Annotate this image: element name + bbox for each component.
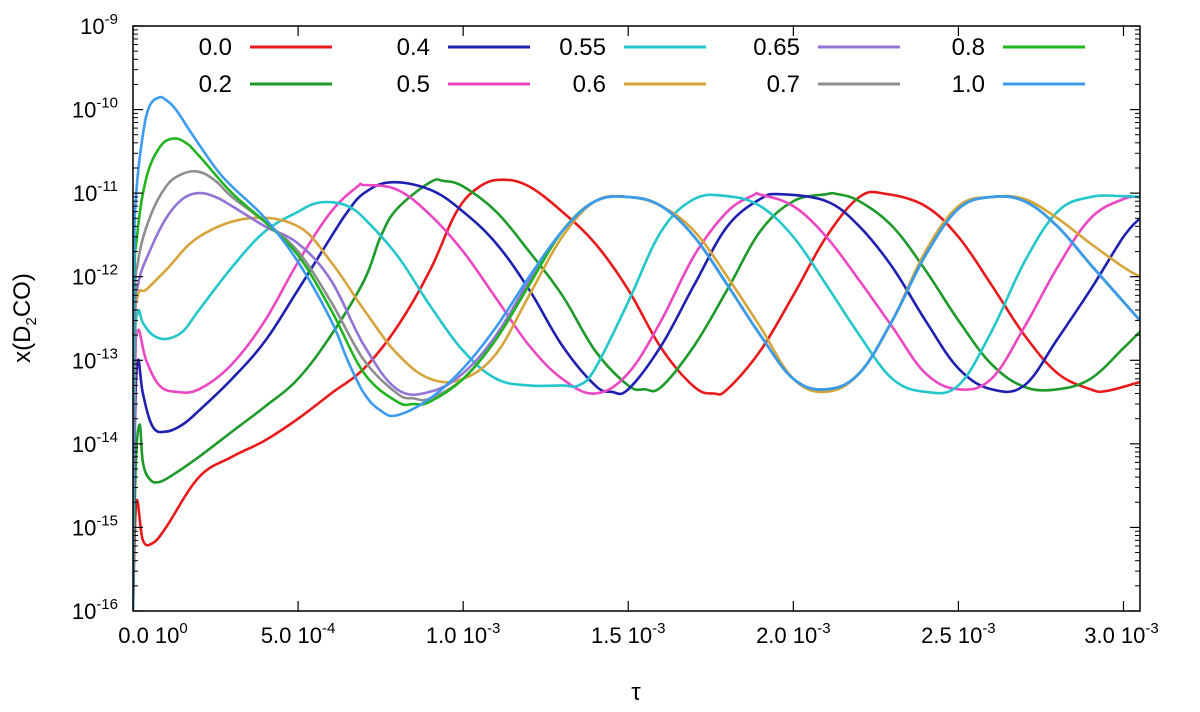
x-axis-title: τ — [631, 679, 641, 706]
y-axis-title-suffix: CO) — [9, 273, 36, 317]
y-tick-base: 10 — [73, 181, 97, 206]
legend-label-0_2: 0.2 — [199, 71, 232, 98]
legend-label-0_6: 0.6 — [573, 71, 606, 98]
x-tick-mantissa: 2.0 10 — [756, 623, 817, 648]
legend-label-0_65: 0.65 — [753, 34, 800, 61]
y-tick-exponent: -12 — [96, 262, 118, 279]
legend-label-0_4: 0.4 — [397, 34, 430, 61]
y-tick-label: 10-10 — [72, 95, 118, 123]
legend-label-0_0: 0.0 — [199, 34, 232, 61]
series-line-0_55 — [133, 193, 1140, 611]
y-tick-exponent: -10 — [96, 95, 118, 112]
y-tick-exponent: -11 — [97, 178, 118, 195]
x-tick-exponent: -3 — [652, 620, 665, 637]
legend-label-0_7: 0.7 — [767, 71, 800, 98]
x-tick-exponent: -3 — [817, 620, 830, 637]
x-tick-label: 3.0 10-3 — [1084, 620, 1159, 648]
y-tick-base: 10 — [72, 265, 96, 290]
y-tick-base: 10 — [72, 348, 96, 373]
y-tick-label: 10-16 — [72, 596, 118, 624]
series-line-0_65 — [133, 191, 1140, 611]
y-axis-title: x(D2CO) — [9, 273, 40, 363]
y-tick-base: 10 — [80, 14, 104, 39]
y-tick-label: 10-11 — [73, 178, 118, 206]
series-line-0_2 — [133, 178, 1140, 611]
legend-label-0_5: 0.5 — [397, 71, 430, 98]
x-tick-label: 5.0 10-4 — [261, 620, 336, 648]
y-tick-exponent: -16 — [96, 596, 118, 613]
series-line-0_8 — [133, 137, 1140, 611]
ticks-layer: 10-1610-1510-1410-1310-1210-1110-1010-90… — [72, 11, 1159, 648]
y-tick-base: 10 — [72, 515, 96, 540]
y-tick-label: 10-15 — [72, 512, 118, 540]
y-tick-label: 10-12 — [72, 262, 118, 290]
x-tick-label: 1.0 10-3 — [426, 620, 501, 648]
x-tick-mantissa: 1.5 10 — [591, 623, 652, 648]
y-tick-exponent: -15 — [96, 512, 118, 529]
series-line-1_0 — [133, 95, 1140, 611]
series-line-0_6 — [133, 194, 1140, 611]
x-tick-mantissa: 2.5 10 — [921, 623, 982, 648]
y-axis-title-prefix: x(D — [9, 326, 36, 363]
x-tick-mantissa: 3.0 10 — [1084, 623, 1145, 648]
x-tick-mantissa: 5.0 10 — [261, 623, 322, 648]
legend: 0.0 0.2 0.4 0.5 0.55 0.6 0.65 0.7 0.8 1.0 — [199, 34, 1085, 98]
x-tick-exponent: -3 — [487, 620, 500, 637]
series-line-0_5 — [133, 182, 1140, 611]
series-line-0_4 — [133, 180, 1140, 611]
legend-label-0_8: 0.8 — [952, 34, 985, 61]
plot-frame — [132, 25, 1141, 612]
series-layer — [133, 95, 1140, 611]
x-tick-label: 1.5 10-3 — [591, 620, 666, 648]
y-tick-label: 10-9 — [80, 11, 118, 39]
x-tick-exponent: -4 — [322, 620, 335, 637]
y-axis-title-subscript: 2 — [23, 317, 40, 325]
x-tick-label: 2.0 10-3 — [756, 620, 831, 648]
y-tick-base: 10 — [72, 599, 96, 624]
y-tick-base: 10 — [72, 432, 96, 457]
y-tick-exponent: -14 — [96, 429, 118, 446]
y-tick-label: 10-13 — [72, 345, 118, 373]
x-tick-mantissa: 1.0 10 — [426, 623, 487, 648]
legend-label-0_55: 0.55 — [559, 34, 606, 61]
y-tick-base: 10 — [72, 98, 96, 123]
y-tick-exponent: -13 — [96, 345, 118, 362]
legend-label-1_0: 1.0 — [952, 71, 985, 98]
series-line-0_0 — [133, 178, 1140, 611]
x-tick-exponent: 0 — [179, 620, 187, 637]
x-tick-label: 0.0 100 — [118, 620, 188, 648]
x-tick-mantissa: 0.0 10 — [118, 623, 179, 648]
y-tick-label: 10-14 — [72, 429, 118, 457]
x-tick-exponent: -3 — [982, 620, 995, 637]
x-tick-label: 2.5 10-3 — [921, 620, 996, 648]
x-tick-exponent: -3 — [1145, 620, 1158, 637]
y-tick-exponent: -9 — [105, 11, 118, 28]
